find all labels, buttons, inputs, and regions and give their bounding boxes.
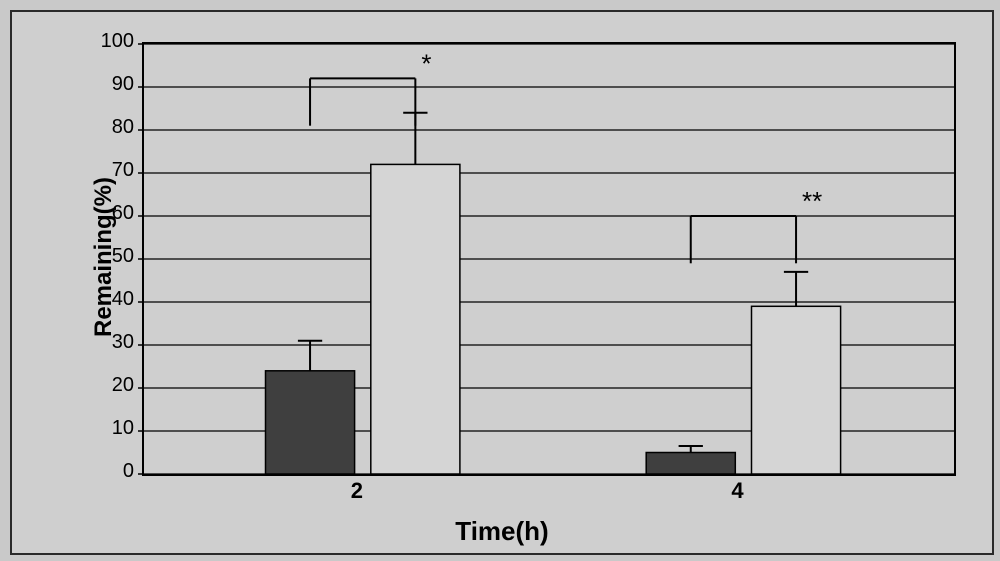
y-tick-label: 80: [112, 116, 134, 139]
x-tick-label: 2: [351, 478, 363, 504]
y-tick-label: 70: [112, 159, 134, 182]
bar: [752, 306, 841, 474]
y-tick-label: 20: [112, 374, 134, 397]
bar: [371, 164, 460, 474]
y-tick-label: 100: [101, 30, 134, 53]
significance-marker: *: [421, 48, 431, 78]
bar: [646, 453, 735, 475]
significance-marker: **: [802, 186, 822, 216]
y-tick-label: 90: [112, 73, 134, 96]
plot-area: ***: [142, 42, 956, 476]
chart-svg: ***: [144, 44, 954, 474]
y-tick-label: 30: [112, 331, 134, 354]
y-tick-label: 50: [112, 245, 134, 268]
figure-frame: *** Remaining(%) Time(h) 010203040506070…: [10, 10, 994, 555]
y-tick-label: 10: [112, 417, 134, 440]
x-axis-label: Time(h): [12, 516, 992, 547]
x-tick-label: 4: [731, 478, 743, 504]
y-tick-label: 60: [112, 202, 134, 225]
y-tick-label: 40: [112, 288, 134, 311]
bar: [266, 371, 355, 474]
y-tick-label: 0: [123, 460, 134, 483]
